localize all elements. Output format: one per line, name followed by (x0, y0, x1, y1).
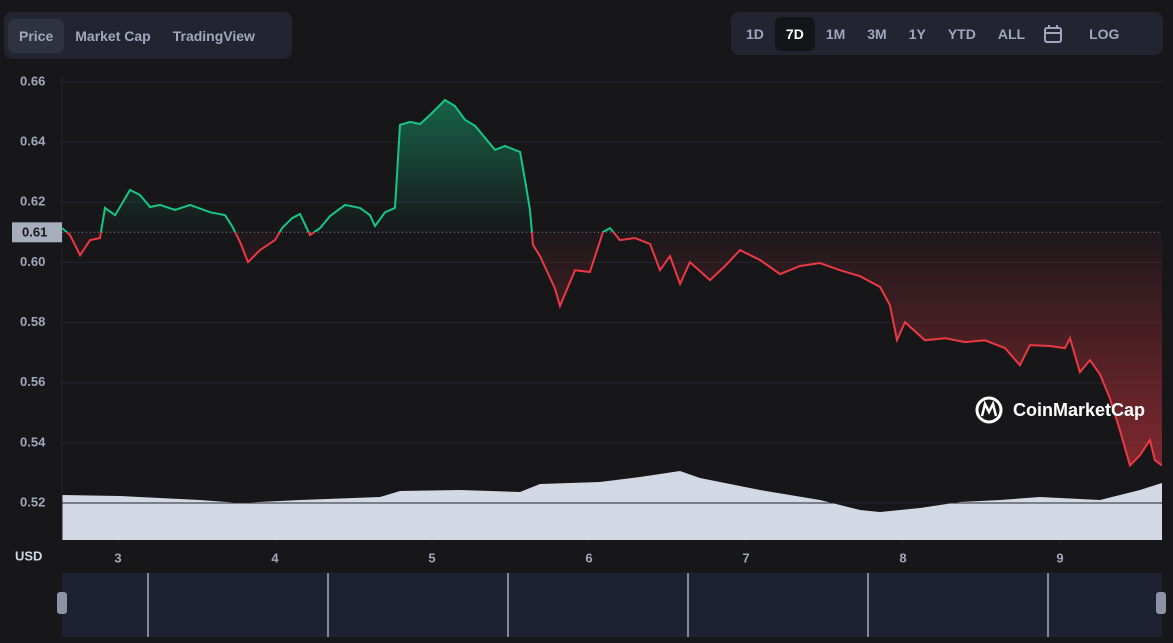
x-tick-label: 4 (271, 550, 279, 565)
y-tick-label: 0.66 (20, 73, 45, 88)
range-button[interactable]: 7D (774, 16, 815, 51)
watermark: CoinMarketCap (975, 396, 1145, 424)
tab[interactable]: Market Cap (75, 27, 151, 44)
x-tick-label: 3 (114, 550, 121, 565)
range-button[interactable]: 3M (867, 25, 887, 42)
area-down (62, 232, 1162, 466)
navigator-dividers (147, 573, 1049, 637)
navigator-bg (62, 573, 1162, 637)
x-tick-label: 7 (742, 550, 749, 565)
range-button[interactable]: 1M (825, 25, 846, 42)
area-up (62, 100, 614, 233)
range-button[interactable]: 1Y (908, 25, 926, 42)
y-tick-label: 0.56 (20, 374, 45, 389)
y-tick-label: 0.64 (20, 134, 46, 149)
range-button[interactable]: 1D (746, 25, 764, 42)
navigator-handle-left[interactable] (57, 592, 67, 614)
reference-label: 0.61 (22, 225, 47, 240)
y-tick-label: 0.58 (20, 314, 45, 329)
range-button[interactable]: ALL (997, 25, 1026, 42)
x-tick-label: 9 (1056, 550, 1063, 565)
y-tick-label: 0.62 (20, 194, 45, 209)
reference-label-bg (12, 222, 62, 243)
y-tick-label: 0.54 (20, 434, 46, 449)
x-tick-label: 8 (899, 550, 906, 565)
y-tick-label: 0.60 (20, 254, 45, 269)
range-button[interactable]: YTD (947, 25, 976, 42)
price-line-down (65, 232, 1162, 468)
x-tick-label: 5 (428, 550, 435, 565)
y-axis-unit: USD (15, 548, 42, 563)
range-group: 1D 7D 1M 3M 1Y YTD ALL LOG (731, 12, 1163, 55)
log-button[interactable]: LOG (1089, 25, 1120, 42)
watermark-text: CoinMarketCap (1013, 400, 1145, 420)
calendar-icon[interactable] (1042, 23, 1064, 45)
volume-area (62, 471, 1162, 540)
y-tick-label: 0.52 (20, 494, 45, 509)
tab[interactable]: TradingView (172, 27, 255, 44)
x-tick-label: 6 (585, 550, 592, 565)
tab-group: Price Market Cap TradingView (4, 12, 292, 59)
tab[interactable]: Price (8, 18, 65, 53)
navigator-handle-right[interactable] (1156, 592, 1166, 614)
